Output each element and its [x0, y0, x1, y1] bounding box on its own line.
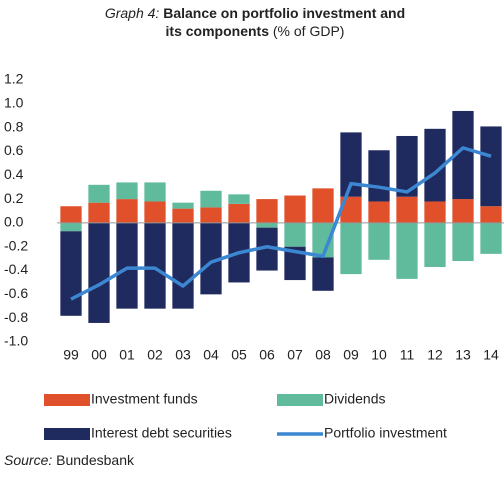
bar: [200, 222, 222, 295]
x-tick-label: 07: [287, 347, 303, 363]
x-tick-label: 12: [427, 347, 443, 363]
legend-swatch: [277, 394, 323, 406]
bar: [228, 194, 250, 204]
x-tick-label: 14: [483, 347, 499, 363]
legend-label: Portfolio investment: [324, 425, 447, 441]
bar: [256, 199, 278, 223]
x-tick-label: 02: [147, 347, 163, 363]
source: Source: Bundesbank: [4, 452, 134, 468]
legend-label: Interest debt securities: [91, 425, 232, 441]
x-tick-label: 04: [203, 347, 219, 363]
legend-label: Investment funds: [91, 391, 198, 407]
bar: [396, 222, 418, 279]
bar: [60, 206, 82, 223]
legend-swatch: [44, 394, 90, 406]
y-tick-label: 0.8: [4, 118, 24, 134]
bar: [88, 202, 110, 223]
source-label: Source:: [4, 452, 53, 468]
y-tick-label: 1.2: [4, 71, 24, 87]
bar: [60, 231, 82, 316]
title-unit: (% of GDP): [272, 23, 345, 39]
bar: [452, 110, 474, 200]
x-tick-label: 05: [231, 347, 247, 363]
chart-title: Graph 4: Balance on portfolio investment…: [100, 4, 410, 40]
x-tick-label: 00: [91, 347, 107, 363]
y-tick-label: -0.2: [4, 237, 28, 253]
bar: [228, 203, 250, 223]
x-tick-label: 03: [175, 347, 191, 363]
bar: [424, 222, 446, 267]
bar: [368, 222, 390, 260]
x-tick-label: 99: [63, 347, 79, 363]
bar: [256, 227, 278, 271]
x-tick-label: 11: [400, 347, 415, 363]
title-text: Balance on portfolio investment and its …: [163, 5, 406, 39]
bar: [312, 222, 334, 258]
bar: [116, 182, 138, 200]
bar: [340, 196, 362, 223]
bar: [60, 222, 82, 232]
x-tick-label: 13: [455, 347, 471, 363]
y-tick-label: -0.4: [4, 261, 28, 277]
bar: [340, 132, 362, 197]
line: [70, 146, 492, 301]
bar: [88, 184, 110, 203]
bar: [340, 222, 362, 275]
bar: [424, 201, 446, 223]
legend-swatch: [44, 428, 90, 440]
x-tick-label: 01: [119, 347, 135, 363]
x-tick-label: 06: [259, 347, 275, 363]
bar: [452, 222, 474, 262]
bar: [368, 201, 390, 223]
bar: [284, 222, 306, 247]
y-tick-label: 0.6: [4, 142, 24, 158]
x-tick-label: 10: [371, 347, 387, 363]
y-tick-label: -1.0: [4, 333, 28, 349]
bar: [480, 206, 502, 223]
bar: [116, 222, 138, 309]
bar: [144, 222, 166, 309]
bar: [480, 126, 502, 207]
y-tick-label: 0.4: [4, 166, 24, 182]
x-tick-label: 08: [315, 347, 331, 363]
bar: [312, 257, 334, 291]
source-text: Bundesbank: [56, 452, 134, 468]
bar: [424, 128, 446, 202]
bar: [172, 208, 194, 223]
legend-label: Dividends: [324, 391, 385, 407]
bar: [452, 199, 474, 223]
bar: [144, 201, 166, 223]
x-tick-label: 09: [343, 347, 359, 363]
bar: [116, 199, 138, 223]
bar: [200, 190, 222, 208]
y-tick-label: 1.0: [4, 95, 24, 111]
bar: [200, 207, 222, 223]
bar: [396, 196, 418, 223]
bar: [312, 188, 334, 223]
title-label: Graph 4:: [104, 5, 160, 21]
bar: [172, 202, 194, 209]
y-tick-label: -0.8: [4, 309, 28, 325]
bar: [144, 182, 166, 202]
bar: [172, 222, 194, 309]
bar: [368, 150, 390, 202]
bar: [284, 195, 306, 223]
bar: [88, 222, 110, 323]
bar: [480, 222, 502, 254]
bar: [256, 222, 278, 228]
y-tick-label: 0.2: [4, 190, 24, 206]
bar: [284, 246, 306, 281]
bar: [396, 135, 418, 197]
y-tick-label: 0.0: [4, 214, 24, 230]
y-tick-label: -0.6: [4, 285, 28, 301]
